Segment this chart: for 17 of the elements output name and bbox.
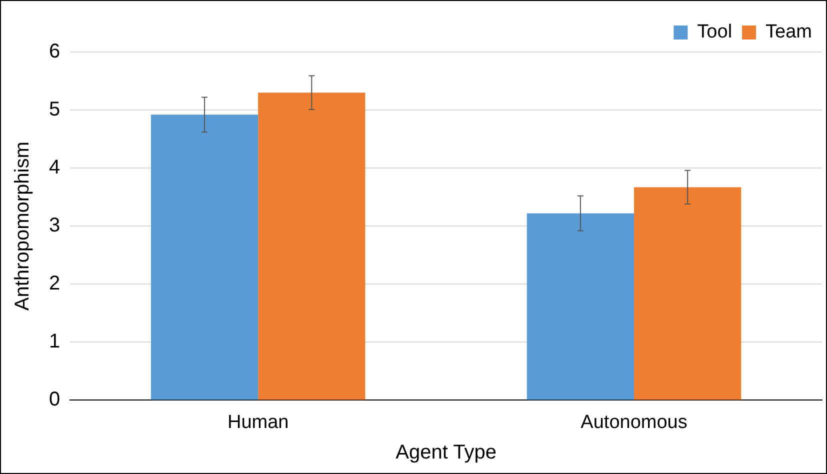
y-tick-label: 3 xyxy=(49,214,60,237)
y-tick-label: 5 xyxy=(49,98,60,121)
legend-label: Tool xyxy=(697,22,732,43)
x-axis-title: Agent Type xyxy=(396,442,496,464)
bar xyxy=(526,213,634,400)
bar xyxy=(634,187,742,400)
y-tick-label: 4 xyxy=(49,156,60,179)
legend-label: Team xyxy=(766,22,812,43)
x-tick-label: Human xyxy=(227,412,289,433)
bar xyxy=(258,92,366,400)
y-tick-label: 0 xyxy=(49,388,60,411)
y-axis-title: Anthropomorphism xyxy=(12,142,34,311)
x-tick-label: Autonomous xyxy=(580,412,688,433)
y-tick-label: 1 xyxy=(49,330,60,353)
bar xyxy=(150,114,258,400)
y-tick-label: 2 xyxy=(49,272,60,295)
y-tick-label: 6 xyxy=(49,40,60,63)
